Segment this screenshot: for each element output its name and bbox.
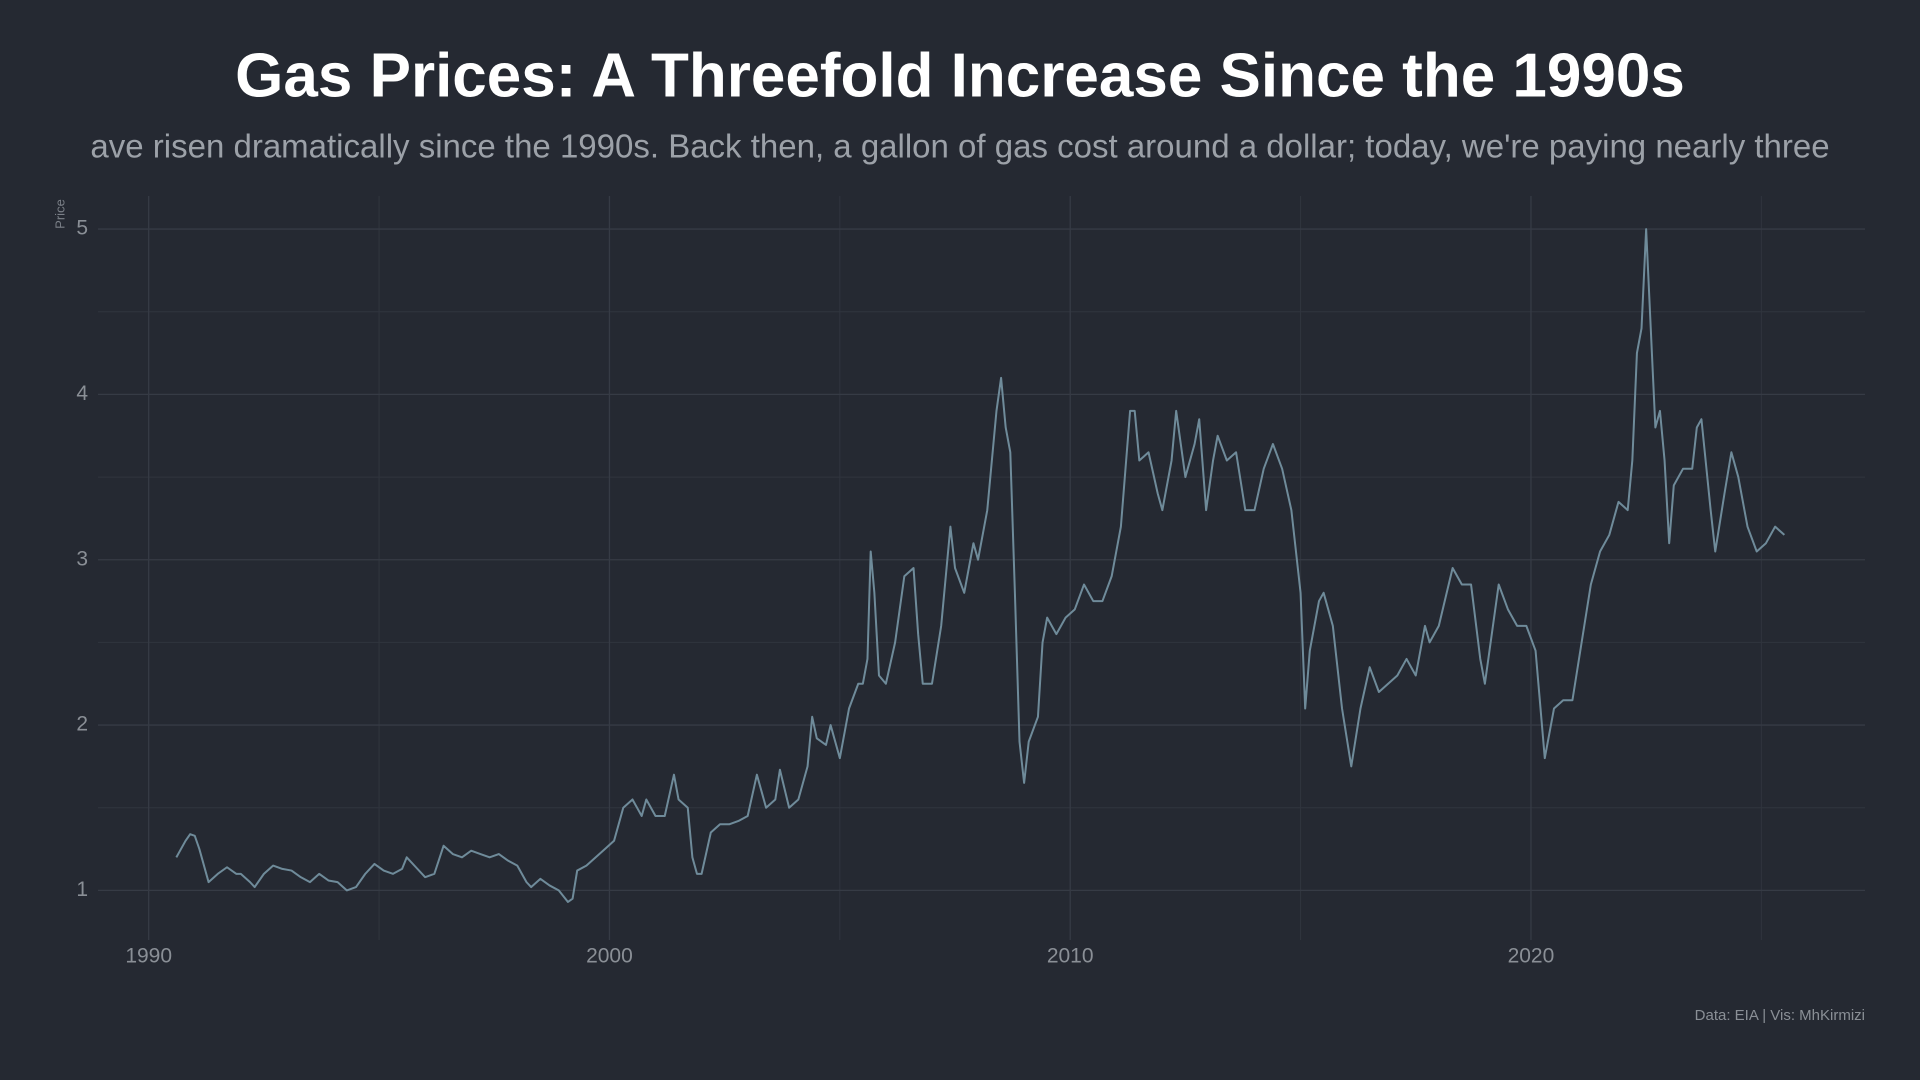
y-axis-label: Price xyxy=(52,199,67,229)
price-line xyxy=(175,228,1786,903)
x-tick-label: 1990 xyxy=(125,945,172,968)
y-tick-label: 3 xyxy=(76,547,88,570)
chart-title: Gas Prices: A Threefold Increase Since t… xyxy=(235,41,1685,110)
x-tick-label: 2000 xyxy=(586,945,633,968)
y-tick-label: 5 xyxy=(76,217,88,240)
chart-subtitle: ave risen dramatically since the 1990s. … xyxy=(90,128,1829,165)
y-tick-label: 1 xyxy=(76,878,88,901)
x-tick-label: 2020 xyxy=(1508,945,1555,968)
x-tick-label: 2010 xyxy=(1047,945,1094,968)
caption: Data: EIA | Vis: MhKirmizi xyxy=(1695,1007,1865,1024)
y-tick-label: 2 xyxy=(76,713,88,736)
y-tick-label: 4 xyxy=(76,382,88,405)
